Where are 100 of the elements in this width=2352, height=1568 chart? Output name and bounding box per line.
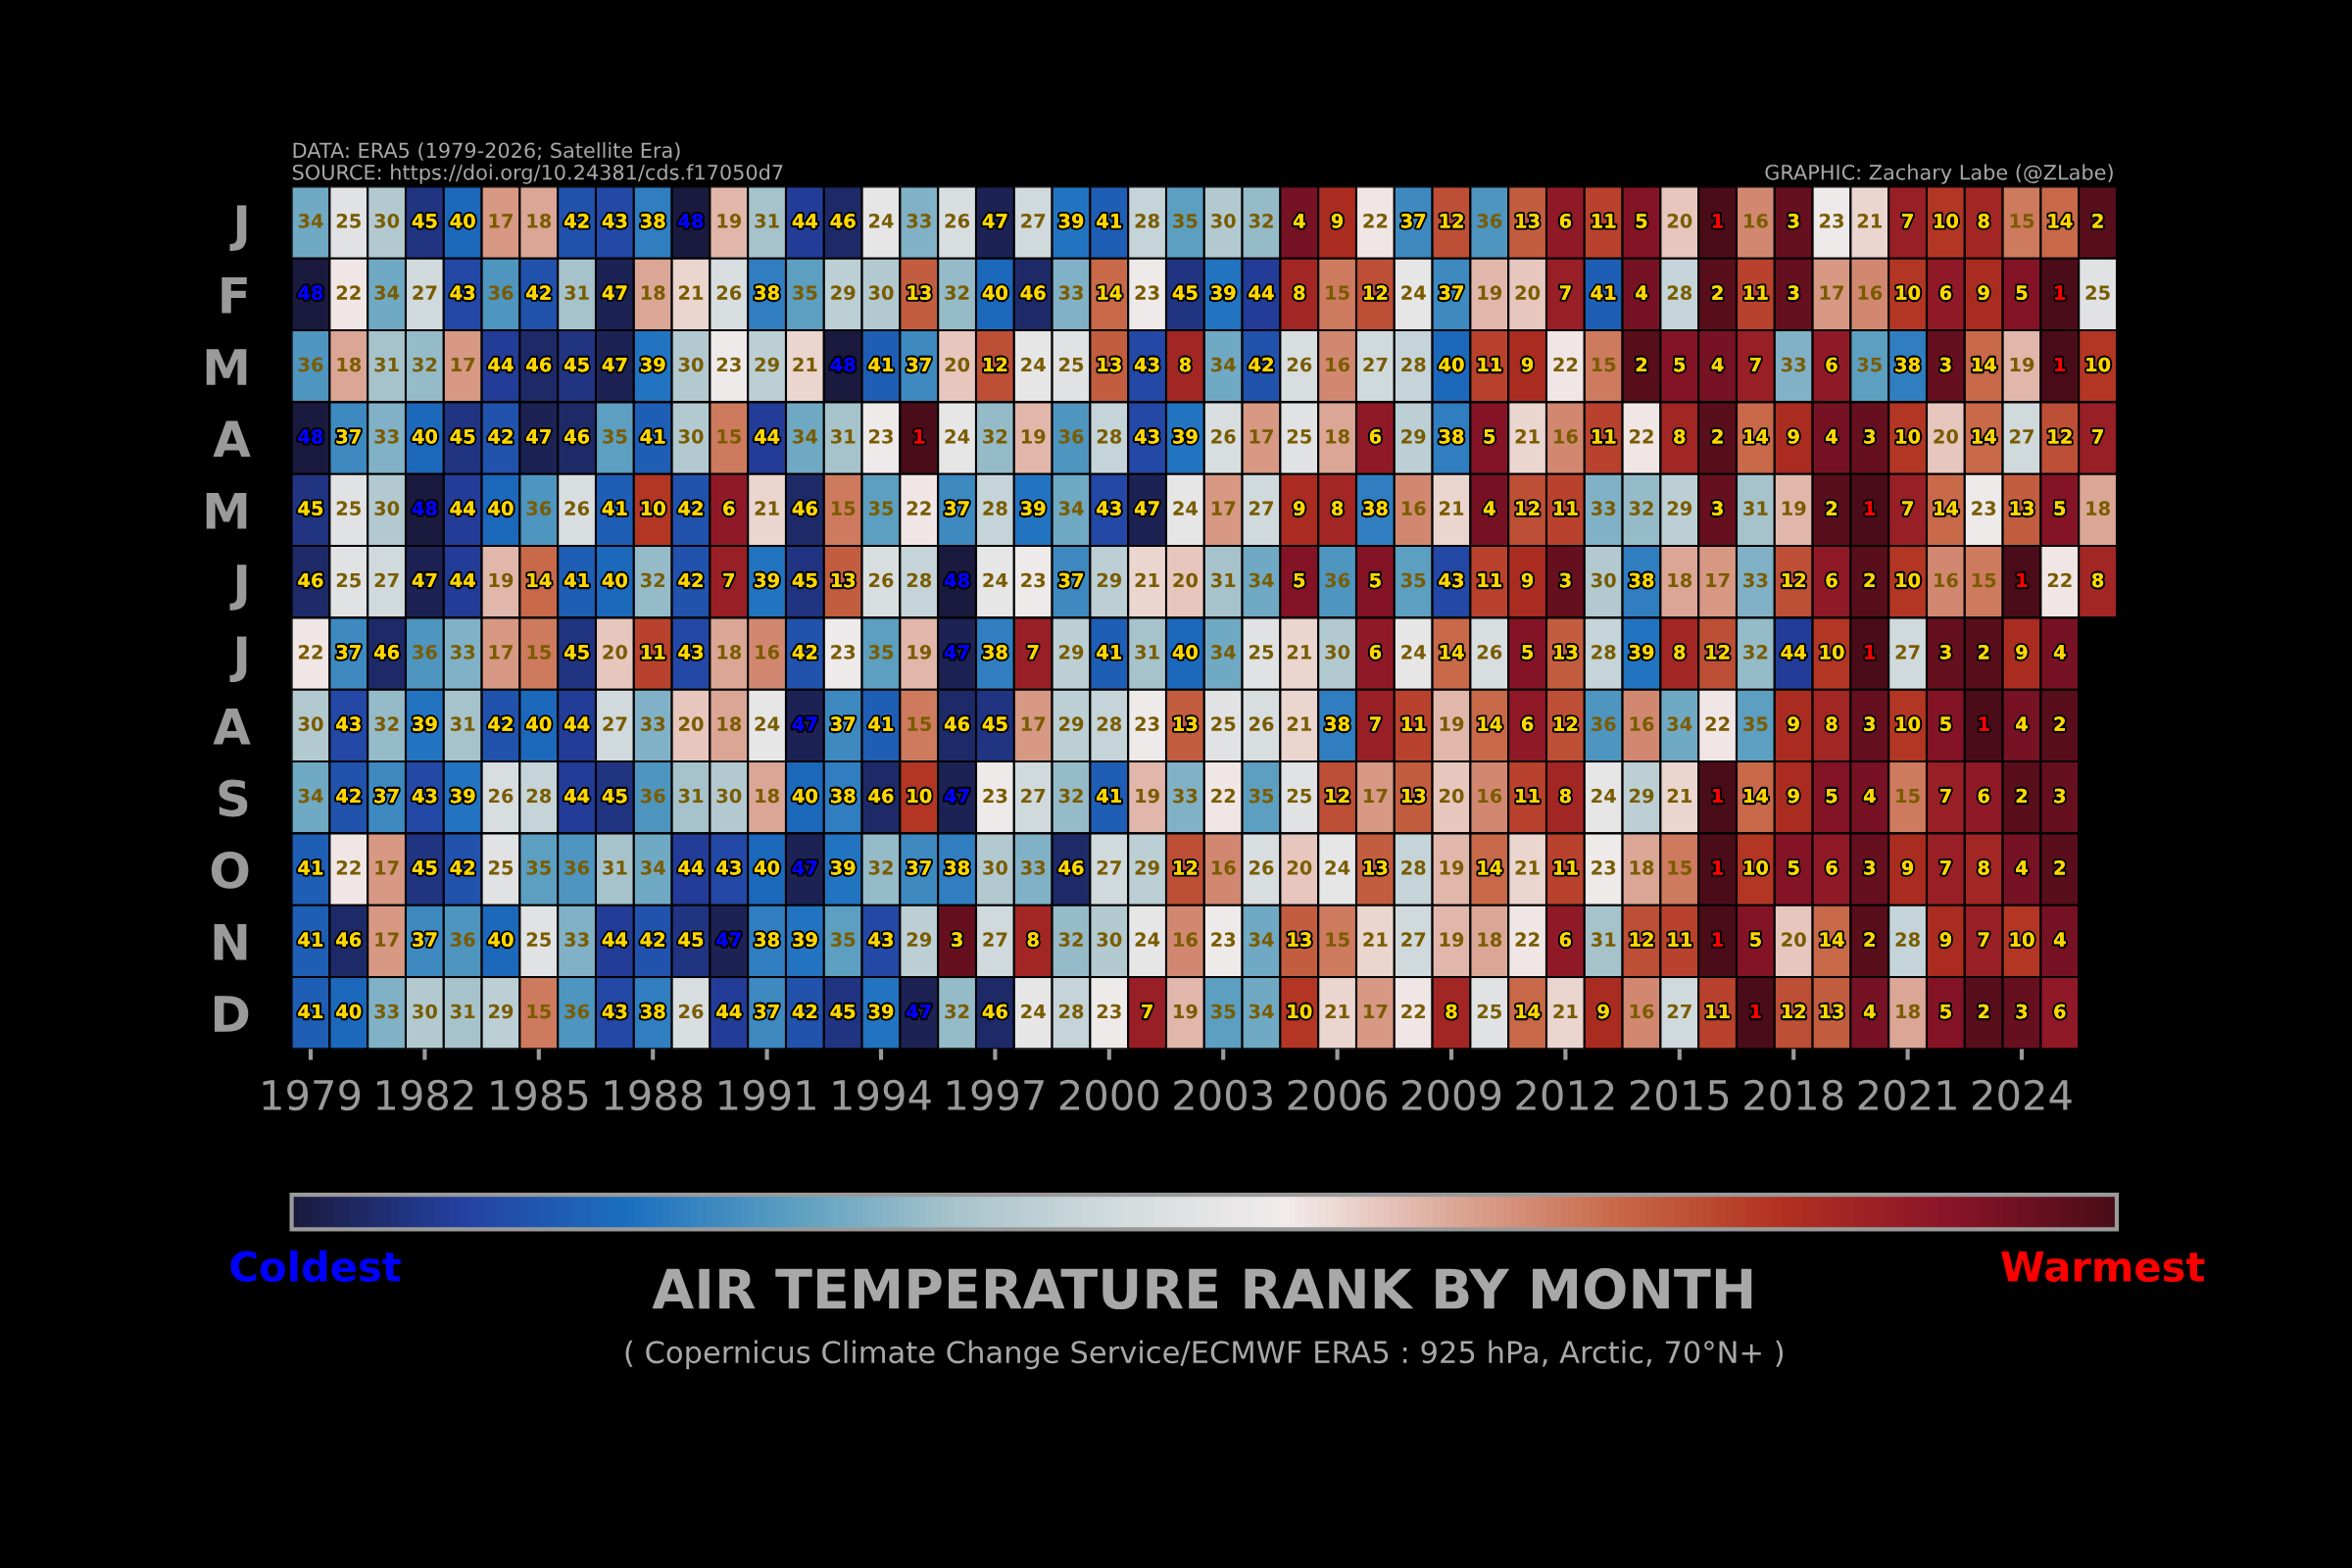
data-label: 43: [412, 788, 437, 804]
data-label: 13: [1516, 214, 1540, 228]
data-label: 18: [717, 645, 742, 660]
data-label: 34: [298, 214, 323, 228]
data-label: 43: [1134, 429, 1159, 444]
y-tick-label: M: [206, 492, 247, 529]
data-label: 16: [1478, 788, 1502, 804]
data-label: 39: [450, 788, 475, 804]
data-label: 28: [1097, 429, 1122, 444]
data-label: 23: [1135, 285, 1159, 301]
data-label: 14: [1478, 716, 1502, 731]
data-label: 30: [413, 1004, 437, 1019]
data-label: 23: [1021, 572, 1046, 588]
data-label: 41: [868, 357, 894, 372]
data-label: 39: [1629, 645, 1654, 660]
data-label: 20: [1515, 285, 1541, 301]
data-label: 48: [944, 572, 969, 588]
data-label: 19: [1782, 501, 1806, 516]
data-label: 12: [1326, 788, 1349, 804]
data-label: 9: [1331, 214, 1344, 228]
data-label: 15: [1668, 860, 1691, 875]
x-tick-label: 1994: [833, 1079, 931, 1111]
data-label: 15: [717, 429, 741, 444]
data-label: 15: [1326, 285, 1349, 301]
data-label: 35: [868, 501, 894, 516]
data-label: 39: [1058, 214, 1084, 228]
data-label: 23: [1097, 1004, 1121, 1019]
data-label: 21: [1515, 860, 1540, 875]
data-label: 34: [1667, 716, 1692, 732]
data-label: 43: [1134, 357, 1159, 372]
x-tick-label: 1991: [719, 1079, 815, 1111]
x-tick-label: 1979: [263, 1079, 361, 1111]
data-label: 36: [413, 645, 437, 660]
data-label: 35: [830, 932, 856, 948]
data-label: 22: [1211, 788, 1236, 804]
data-label: 36: [564, 1004, 590, 1019]
x-tick-label: 2000: [1059, 1079, 1159, 1111]
data-label: 48: [298, 285, 323, 301]
data-label: 24: [945, 429, 970, 444]
data-label: 31: [450, 1004, 475, 1019]
data-label: 46: [1020, 285, 1046, 301]
x-tick-label: 2021: [1858, 1079, 1956, 1111]
x-tick-label: 1988: [605, 1079, 703, 1111]
data-label: 25: [1059, 357, 1084, 372]
data-label: 27: [2010, 429, 2034, 444]
data-label: 10: [1896, 716, 1921, 732]
data-label: 6: [1826, 860, 1838, 875]
data-label: 43: [602, 1004, 627, 1019]
data-label: 23: [869, 429, 893, 444]
data-label: 29: [906, 932, 932, 948]
data-label: 9: [1901, 860, 1914, 875]
data-label: 15: [1326, 932, 1349, 948]
data-label: 12: [984, 357, 1007, 372]
data-label: 30: [374, 214, 400, 228]
data-label: 40: [1439, 357, 1464, 372]
data-label: 43: [1439, 572, 1463, 588]
data-label: 11: [1592, 214, 1616, 228]
data-label: 3: [952, 932, 962, 948]
data-label: 19: [1174, 1004, 1198, 1019]
data-label: 1: [1865, 501, 1876, 515]
data-label: 18: [1896, 1004, 1920, 1019]
data-label: 45: [298, 501, 323, 516]
data-label: 34: [1210, 645, 1236, 660]
data-label: 1: [1750, 1004, 1761, 1019]
data-label: 24: [1021, 1004, 1046, 1019]
data-label: 16: [1174, 932, 1198, 948]
data-label: 13: [1820, 1004, 1843, 1019]
data-label: 24: [1401, 285, 1426, 300]
data-label: 43: [602, 214, 627, 228]
data-label: 41: [1097, 645, 1121, 660]
data-label: 42: [792, 645, 817, 660]
data-label: 26: [1211, 429, 1236, 444]
data-label: 16: [1630, 716, 1654, 732]
data-label: 21: [1857, 214, 1882, 228]
data-label: 24: [1325, 860, 1350, 875]
data-label: 10: [1896, 285, 1921, 301]
data-label: 25: [336, 501, 361, 516]
data-label: 4: [2016, 860, 2028, 875]
data-label: 21: [1287, 716, 1311, 731]
data-label: 32: [945, 1004, 969, 1019]
data-label: 36: [450, 932, 475, 948]
data-label: 48: [830, 357, 856, 372]
data-label: 31: [564, 285, 589, 301]
data-label: 6: [2054, 1004, 2066, 1019]
data-label: 17: [1021, 716, 1046, 731]
data-label: 17: [489, 645, 513, 660]
data-label: 38: [1439, 429, 1464, 444]
data-label: 11: [1706, 1004, 1730, 1019]
data-label: 3: [1939, 357, 1951, 372]
data-label: 32: [374, 716, 399, 732]
data-label: 30: [298, 716, 323, 732]
data-label: 33: [564, 932, 589, 948]
data-label: 1: [1713, 214, 1724, 228]
data-label: 38: [640, 1004, 665, 1019]
data-label: 46: [944, 716, 970, 732]
data-label: 11: [1554, 860, 1578, 875]
x-tick-label: 2006: [1288, 1079, 1387, 1111]
data-label: 44: [1249, 285, 1274, 300]
data-label: 26: [489, 788, 514, 804]
data-label: 44: [602, 932, 628, 947]
